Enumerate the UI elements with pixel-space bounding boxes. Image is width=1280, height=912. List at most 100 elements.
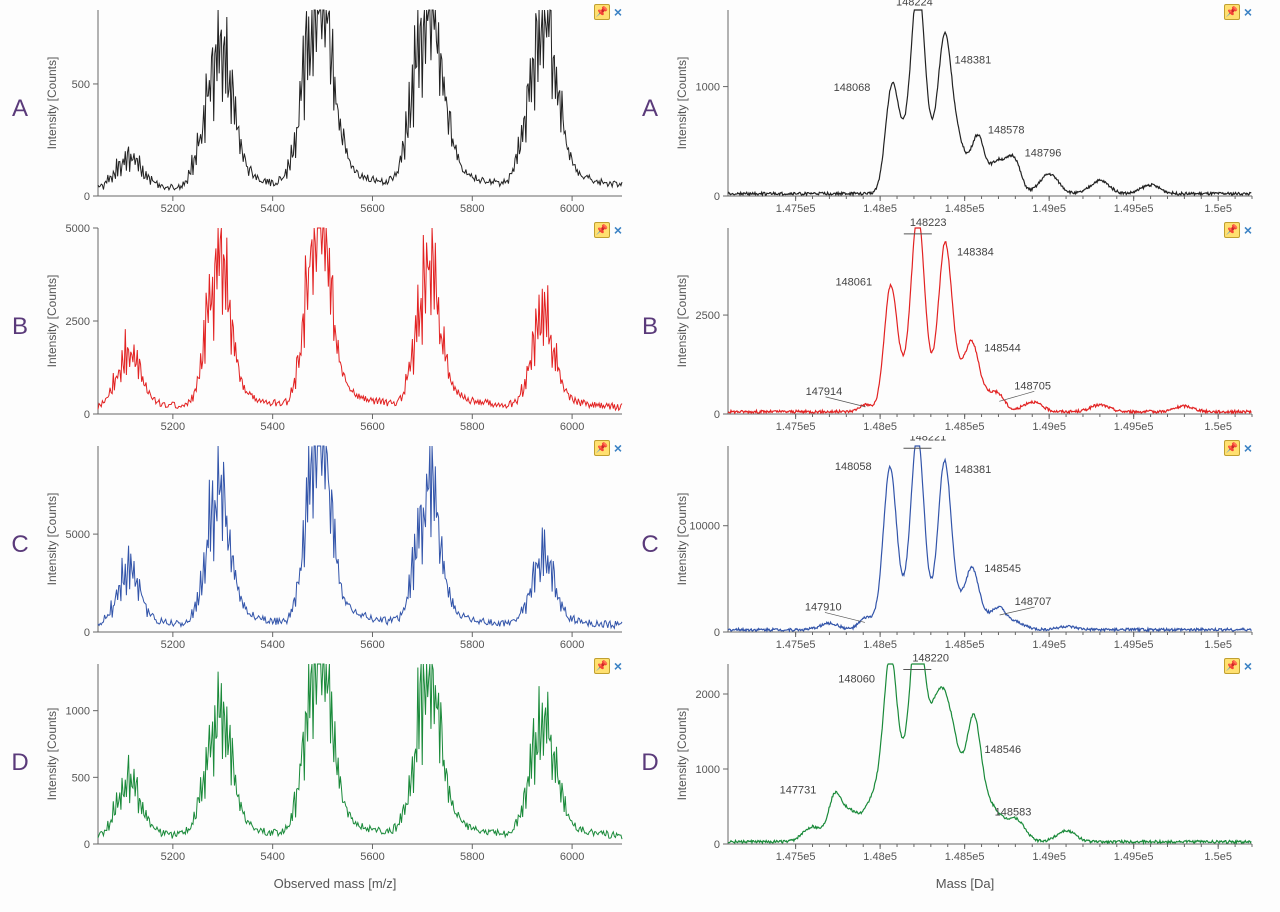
x-tick-label: 1.49e5 [1032,851,1066,863]
pin-icon[interactable]: 📌 [1224,658,1240,674]
peak-label: 148224 [896,0,933,8]
x-axis-label-left: Observed mass [m/z] [40,872,630,912]
pin-icon[interactable]: 📌 [594,4,610,20]
pin-icon[interactable]: 📌 [594,440,610,456]
panel-label-D-left: D [0,654,40,872]
y-axis-label: Intensity [Counts] [675,57,689,150]
y-tick-label: 1000 [696,82,720,94]
x-tick-label: 1.495e5 [1114,851,1154,863]
chart-controls: 📌× [594,4,622,20]
pin-icon[interactable]: 📌 [1224,440,1240,456]
spectrum-trace [728,10,1251,195]
x-tick-label: 5600 [360,639,384,651]
x-tick-label: 5200 [161,639,185,651]
chart-left-C: 📌×0500052005400560058006000Intensity [Co… [40,436,630,654]
peak-label: 148546 [984,744,1021,756]
y-tick-label: 0 [84,409,90,421]
x-tick-label: 1.48e5 [863,851,897,863]
x-tick-label: 1.495e5 [1114,639,1154,651]
close-icon[interactable]: × [1244,658,1252,674]
close-icon[interactable]: × [614,4,622,20]
chart-left-D: 📌×0500100052005400560058006000Intensity … [40,654,630,872]
peak-label: 148707 [1015,596,1052,608]
close-icon[interactable]: × [1244,222,1252,238]
chart-controls: 📌× [594,658,622,674]
peak-label: 148058 [835,461,872,473]
x-tick-label: 1.475e5 [776,639,816,651]
peak-label: 148705 [1014,380,1051,392]
pin-icon[interactable]: 📌 [594,222,610,238]
y-tick-label: 0 [84,839,90,851]
y-axis-label: Intensity [Counts] [45,57,59,150]
peak-label: 147914 [806,386,843,398]
x-tick-label: 5400 [260,851,284,863]
x-tick-label: 1.485e5 [945,851,985,863]
chart-right-B: 📌×025001.475e51.48e51.485e51.49e51.495e5… [670,218,1260,436]
x-tick-label: 1.475e5 [776,203,816,215]
peak-label: 148221 [909,436,946,443]
chart-right-D: 📌×0100020001.475e51.48e51.485e51.49e51.4… [670,654,1260,872]
x-tick-label: 5200 [161,851,185,863]
x-tick-label: 5600 [360,851,384,863]
spectrum-trace [98,10,622,190]
x-tick-label: 1.48e5 [863,203,897,215]
close-icon[interactable]: × [614,658,622,674]
panel-label-A-right: A [630,0,670,218]
close-icon[interactable]: × [1244,440,1252,456]
close-icon[interactable]: × [614,222,622,238]
y-tick-label: 0 [84,627,90,639]
y-tick-label: 0 [714,627,720,639]
chart-controls: 📌× [1224,222,1252,238]
x-axis-label-right: Mass [Da] [670,872,1260,912]
y-axis-label: Intensity [Counts] [45,275,59,368]
x-tick-label: 6000 [560,203,584,215]
y-tick-label: 2000 [696,689,720,701]
panel-label-C-left: C [0,436,40,654]
peak-label: 148223 [910,218,947,229]
x-tick-label: 1.485e5 [945,203,985,215]
x-tick-label: 5600 [360,203,384,215]
spectrum-trace [98,228,622,410]
peak-label: 148583 [995,807,1032,819]
y-axis-label: Intensity [Counts] [675,493,689,586]
chart-right-A: 📌×010001.475e51.48e51.485e51.49e51.495e5… [670,0,1260,218]
x-tick-label: 1.5e5 [1204,639,1232,651]
chart-left-A: 📌×050052005400560058006000Intensity [Cou… [40,0,630,218]
y-tick-label: 2500 [66,316,90,328]
x-tick-label: 6000 [560,421,584,433]
chart-left-B: 📌×02500500052005400560058006000Intensity… [40,218,630,436]
x-tick-label: 1.495e5 [1114,421,1154,433]
panel-label-A-left: A [0,0,40,218]
x-tick-label: 6000 [560,851,584,863]
x-tick-label: 5800 [460,851,484,863]
x-tick-label: 1.485e5 [945,421,985,433]
x-tick-label: 5400 [260,639,284,651]
peak-label: 148384 [957,247,994,259]
x-tick-label: 5800 [460,203,484,215]
close-icon[interactable]: × [614,440,622,456]
chart-controls: 📌× [594,222,622,238]
peak-label: 147731 [780,785,817,797]
x-tick-label: 5400 [260,203,284,215]
x-tick-label: 5800 [460,639,484,651]
panel-label-B-right: B [630,218,670,436]
close-icon[interactable]: × [1244,4,1252,20]
x-tick-label: 1.48e5 [863,639,897,651]
x-tick-label: 1.495e5 [1114,203,1154,215]
panel-label-C-right: C [630,436,670,654]
x-tick-label: 5200 [161,203,185,215]
pin-icon[interactable]: 📌 [594,658,610,674]
peak-label: 148544 [984,342,1021,354]
y-axis-label: Intensity [Counts] [45,708,59,801]
pin-icon[interactable]: 📌 [1224,4,1240,20]
pin-icon[interactable]: 📌 [1224,222,1240,238]
peak-label: 148381 [955,54,992,66]
x-tick-label: 5400 [260,421,284,433]
x-tick-label: 1.5e5 [1204,203,1232,215]
x-tick-label: 1.48e5 [863,421,897,433]
x-tick-label: 6000 [560,639,584,651]
x-tick-label: 1.5e5 [1204,421,1232,433]
chart-controls: 📌× [1224,440,1252,456]
chart-controls: 📌× [1224,4,1252,20]
y-tick-label: 0 [84,191,90,203]
